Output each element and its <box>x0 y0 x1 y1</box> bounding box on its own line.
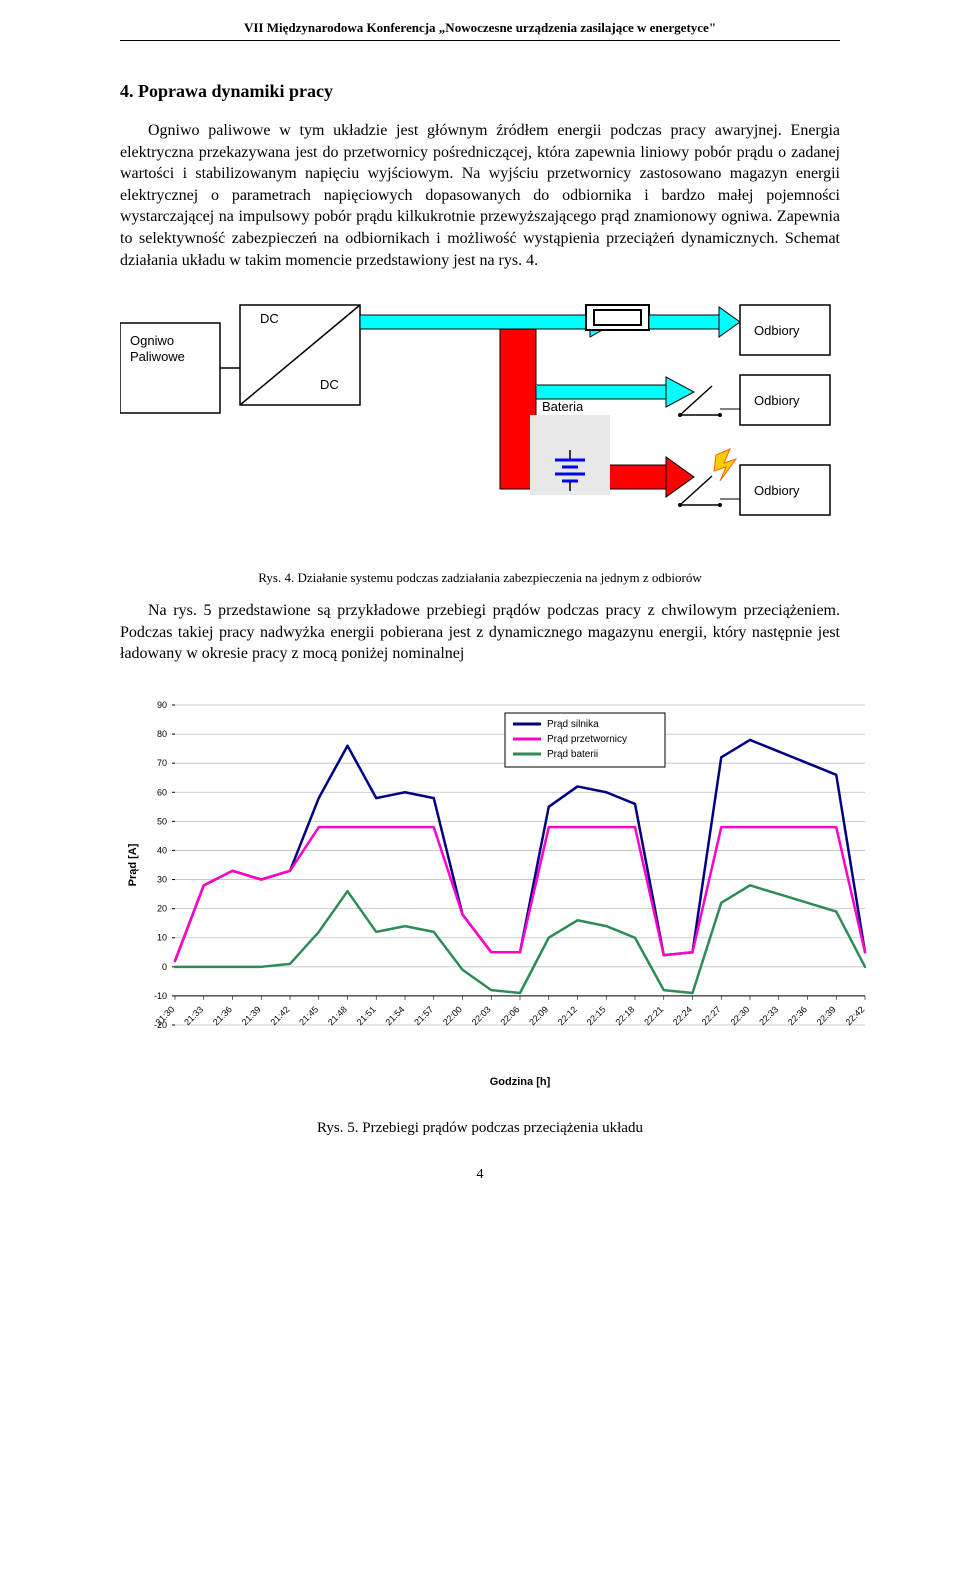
figure4-caption: Rys. 4. Działanie systemu podczas zadzia… <box>120 570 840 586</box>
svg-text:Paliwowe: Paliwowe <box>130 349 185 364</box>
svg-text:Ogniwo: Ogniwo <box>130 333 174 348</box>
svg-text:80: 80 <box>157 729 167 739</box>
svg-text:Odbiory: Odbiory <box>754 323 800 338</box>
page: VII Międzynarodowa Konferencja „Nowoczes… <box>0 0 960 1223</box>
page-number: 4 <box>120 1167 840 1183</box>
current-chart: -20-10010203040506070809021:3021:3321:36… <box>120 695 880 1095</box>
svg-text:20: 20 <box>157 904 167 914</box>
diagram-rys4: OgniwoPaliwowe DC DC Bateria Odbiory Odbiory O… <box>120 285 840 540</box>
svg-text:-10: -10 <box>154 991 167 1001</box>
svg-text:70: 70 <box>157 758 167 768</box>
svg-text:Odbiory: Odbiory <box>754 393 800 408</box>
svg-text:DC: DC <box>260 311 279 326</box>
svg-text:40: 40 <box>157 845 167 855</box>
figure5-caption: Rys. 5. Przebiegi prądów podczas przecią… <box>120 1120 840 1137</box>
svg-text:DC: DC <box>320 377 339 392</box>
svg-text:Prąd przetwornicy: Prąd przetwornicy <box>547 734 627 745</box>
svg-text:30: 30 <box>157 874 167 884</box>
svg-text:Prąd silnika: Prąd silnika <box>547 719 599 730</box>
section-title: 4. Poprawa dynamiki pracy <box>120 81 840 102</box>
svg-text:10: 10 <box>157 933 167 943</box>
svg-text:50: 50 <box>157 816 167 826</box>
svg-text:Odbiory: Odbiory <box>754 483 800 498</box>
svg-text:Bateria: Bateria <box>542 399 584 414</box>
paragraph-1: Ogniwo paliwowe w tym układzie jest głów… <box>120 120 840 271</box>
svg-text:Prąd [A]: Prąd [A] <box>127 843 139 886</box>
svg-text:60: 60 <box>157 787 167 797</box>
svg-text:0: 0 <box>162 962 167 972</box>
svg-text:Godzina [h]: Godzina [h] <box>490 1076 551 1088</box>
page-header: VII Międzynarodowa Konferencja „Nowoczes… <box>120 20 840 41</box>
paragraph-2: Na rys. 5 przedstawione są przykładowe p… <box>120 600 840 665</box>
chart-rys5: -20-10010203040506070809021:3021:3321:36… <box>120 695 880 1100</box>
svg-text:Prąd baterii: Prąd baterii <box>547 749 598 760</box>
svg-text:90: 90 <box>157 700 167 710</box>
flow-diagram: OgniwoPaliwowe DC DC Bateria Odbiory Odbiory O… <box>120 285 840 535</box>
